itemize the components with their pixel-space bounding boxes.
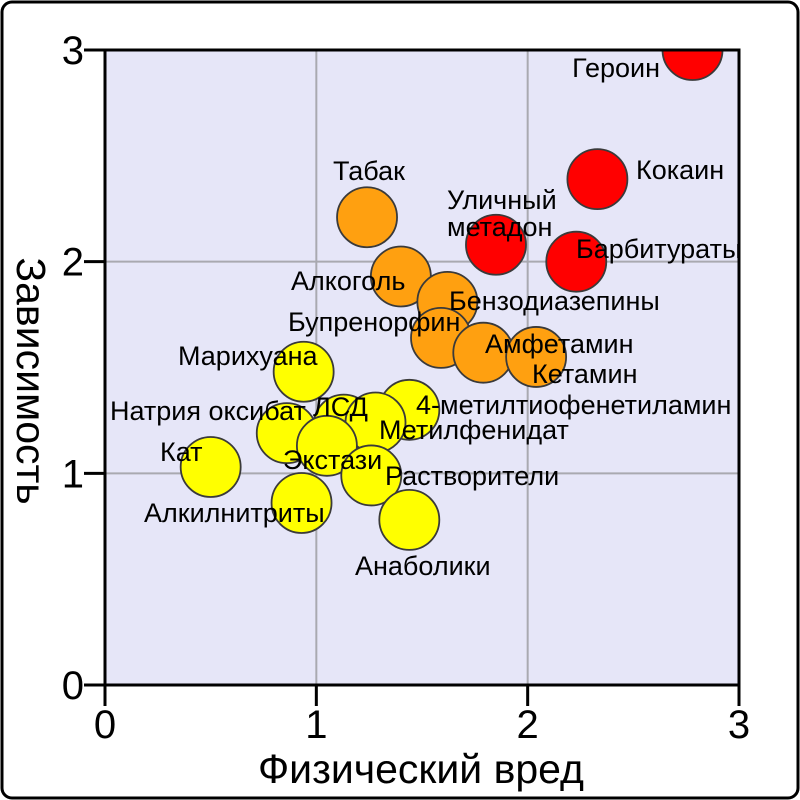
data-point <box>295 414 358 477</box>
data-point-label: Экстази <box>283 445 382 475</box>
data-point-label: Марихуана <box>178 341 319 371</box>
data-point-label: Амфетамин <box>485 329 634 359</box>
x-tick-label: 3 <box>728 703 750 747</box>
data-point-label: Растворители <box>385 461 559 491</box>
data-point-label: Метилфенидат <box>379 415 569 445</box>
data-point <box>270 472 333 534</box>
y-tick-label: 0 <box>62 664 84 708</box>
data-point-label: Алкоголь <box>291 266 405 296</box>
data-point <box>545 230 608 293</box>
data-point-label: Героин <box>572 53 660 83</box>
data-point-label: Барбитураты <box>576 234 741 264</box>
data-point-label: Алкилнитриты <box>144 498 325 528</box>
data-point-label: Бупренорфин <box>288 307 460 337</box>
y-tick-label: 1 <box>62 452 84 496</box>
tick-labels: 0 1 2 3 0 1 2 3 <box>62 29 750 747</box>
data-point-label: Кат <box>160 437 203 467</box>
data-point <box>336 186 398 249</box>
data-point-label: Уличный <box>447 185 557 215</box>
y-tick-label: 2 <box>62 241 84 285</box>
plot-area <box>105 50 739 685</box>
data-point <box>179 436 242 498</box>
x-tick-label: 2 <box>517 703 539 747</box>
y-tick-label: 3 <box>62 29 84 73</box>
data-point <box>505 326 568 388</box>
data-point <box>465 213 527 276</box>
data-point <box>378 489 441 551</box>
data-point <box>272 340 335 403</box>
data-point <box>340 444 403 507</box>
data-point-label: Табак <box>333 156 405 186</box>
data-point <box>566 148 629 211</box>
data-point-label: Натрия оксибат <box>110 396 306 426</box>
tick-marks <box>84 48 741 706</box>
y-axis-title: Зависимость <box>8 257 54 504</box>
x-tick-label: 0 <box>94 703 116 747</box>
data-point-label: 4-метилтиофенетиламин <box>416 390 731 420</box>
data-point-label: Кокаин <box>636 155 724 185</box>
data-point-label: Анаболики <box>355 551 491 581</box>
data-points <box>179 51 724 551</box>
x-tick-label: 1 <box>305 703 327 747</box>
data-point-label: метадон <box>447 212 552 242</box>
plot-border <box>103 48 741 687</box>
x-axis-title: Физический вред <box>258 746 584 792</box>
data-point <box>661 51 724 81</box>
data-point-label: ЛСД <box>313 392 368 422</box>
data-point-label: Кетамин <box>532 359 637 389</box>
data-point-label: Бензодиазепины <box>449 286 660 316</box>
